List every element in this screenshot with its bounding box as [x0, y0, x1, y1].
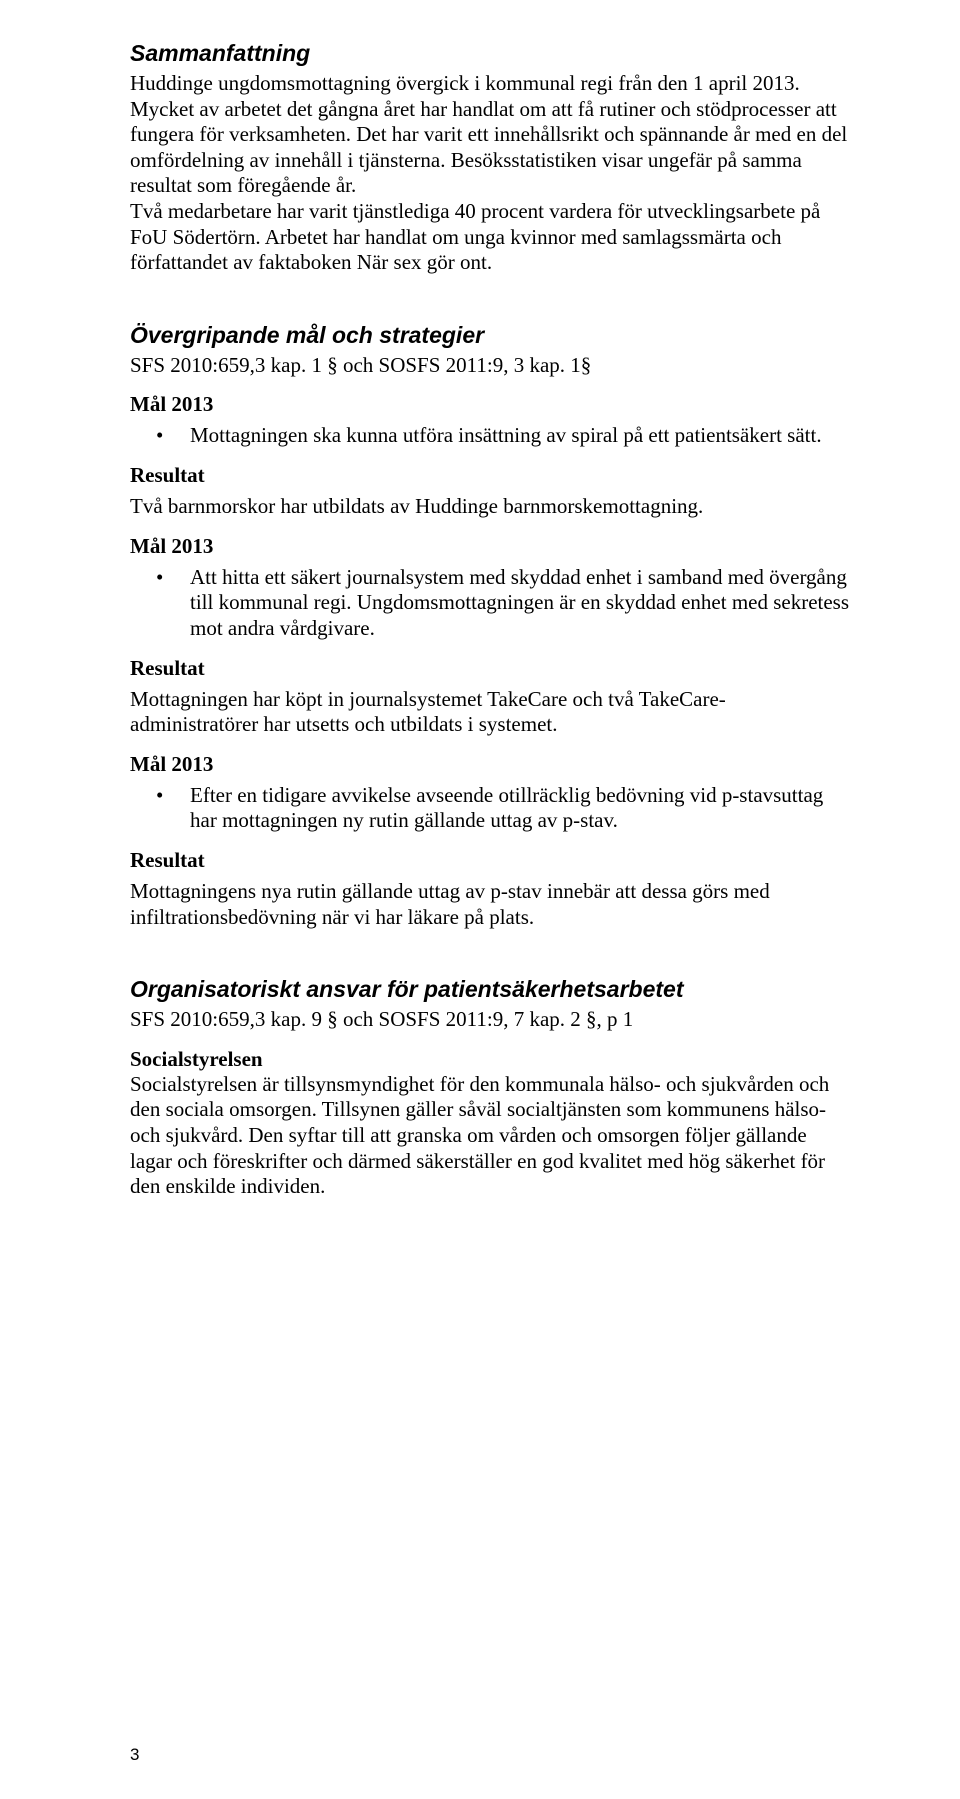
result-label: Resultat [130, 848, 850, 873]
summary-body: Huddinge ungdomsmottagning övergick i ko… [130, 71, 850, 276]
goal-label: Mål 2013 [130, 392, 850, 417]
strategies-ref: SFS 2010:659,3 kap. 1 § och SOSFS 2011:9… [130, 353, 850, 379]
goal-bullet-item: Mottagningen ska kunna utföra insättning… [174, 423, 850, 449]
result-label: Resultat [130, 656, 850, 681]
goal-bullet-item: Att hitta ett säkert journalsystem med s… [174, 565, 850, 642]
result-text: Två barnmorskor har utbildats av Hudding… [130, 494, 850, 520]
org-subheading: Socialstyrelsen [130, 1047, 850, 1072]
org-body: Socialstyrelsen är tillsynsmyndighet för… [130, 1072, 850, 1200]
goal-bullet-list: Mottagningen ska kunna utföra insättning… [130, 423, 850, 449]
goal-bullet-item: Efter en tidigare avvikelse avseende oti… [174, 783, 850, 834]
org-heading: Organisatoriskt ansvar för patientsäkerh… [130, 976, 850, 1003]
result-label: Resultat [130, 463, 850, 488]
result-text: Mottagningen har köpt in journalsystemet… [130, 687, 850, 738]
strategies-heading: Övergripande mål och strategier [130, 322, 850, 349]
result-text: Mottagningens nya rutin gällande uttag a… [130, 879, 850, 930]
page-number: 3 [130, 1745, 139, 1765]
goal-bullet-list: Att hitta ett säkert journalsystem med s… [130, 565, 850, 642]
summary-heading: Sammanfattning [130, 40, 850, 67]
document-page: Sammanfattning Huddinge ungdomsmottagnin… [0, 0, 960, 1799]
org-ref: SFS 2010:659,3 kap. 9 § och SOSFS 2011:9… [130, 1007, 850, 1033]
goal-label: Mål 2013 [130, 752, 850, 777]
goal-bullet-list: Efter en tidigare avvikelse avseende oti… [130, 783, 850, 834]
goal-label: Mål 2013 [130, 534, 850, 559]
